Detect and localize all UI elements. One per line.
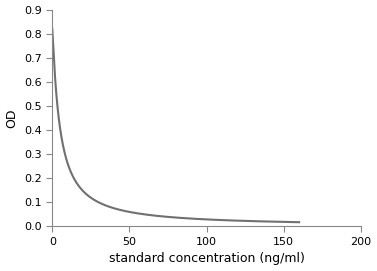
X-axis label: standard concentration (ng/ml): standard concentration (ng/ml) (109, 253, 305, 265)
Y-axis label: OD: OD (6, 108, 18, 128)
